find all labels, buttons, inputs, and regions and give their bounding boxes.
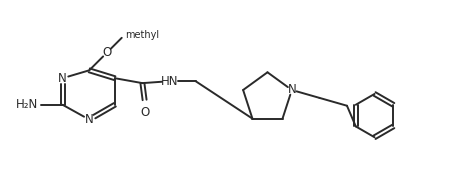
Text: H₂N: H₂N (16, 98, 38, 111)
Text: HN: HN (161, 75, 179, 88)
Text: N: N (85, 113, 93, 126)
Text: N: N (58, 72, 67, 85)
Text: N: N (288, 83, 296, 96)
Text: methyl: methyl (125, 30, 159, 40)
Text: O: O (102, 46, 112, 59)
Text: O: O (141, 106, 150, 119)
